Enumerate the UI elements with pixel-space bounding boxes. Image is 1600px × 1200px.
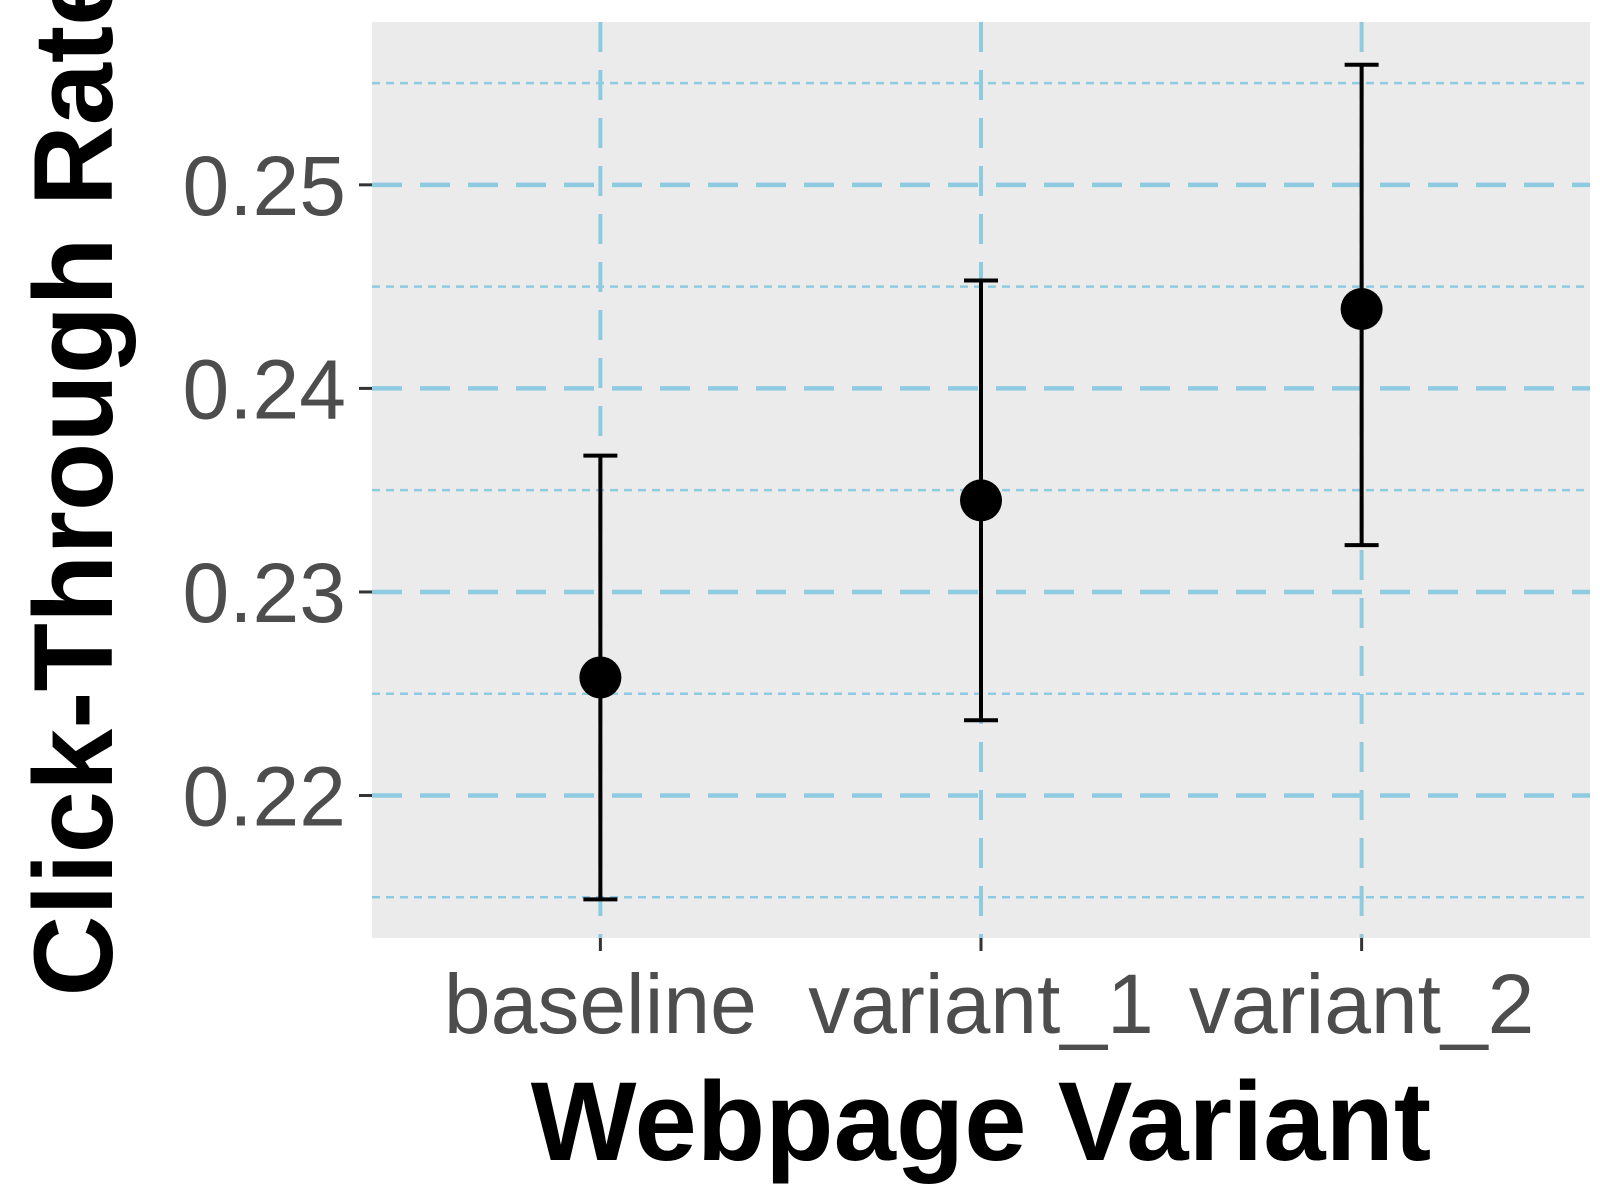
x-tick-label: variant_1 <box>808 957 1154 1051</box>
data-marks <box>579 62 1383 902</box>
axes: 0.22 0.23 0.24 0.25 baseline variant_1 variant… <box>183 139 1535 1051</box>
data-point <box>579 656 622 699</box>
data-point <box>1340 288 1383 331</box>
y-tick-label: 0.24 <box>183 342 347 436</box>
x-axis-title: Webpage Variant <box>531 1059 1431 1184</box>
y-tick-label: 0.25 <box>183 139 347 233</box>
y-tick-label: 0.22 <box>183 750 347 844</box>
x-tick-label: baseline <box>444 957 757 1051</box>
y-axis-title: Click-Through Rate <box>11 0 136 996</box>
x-tick-label: variant_2 <box>1189 957 1535 1051</box>
data-point <box>960 479 1002 522</box>
y-tick-label: 0.23 <box>183 546 347 640</box>
